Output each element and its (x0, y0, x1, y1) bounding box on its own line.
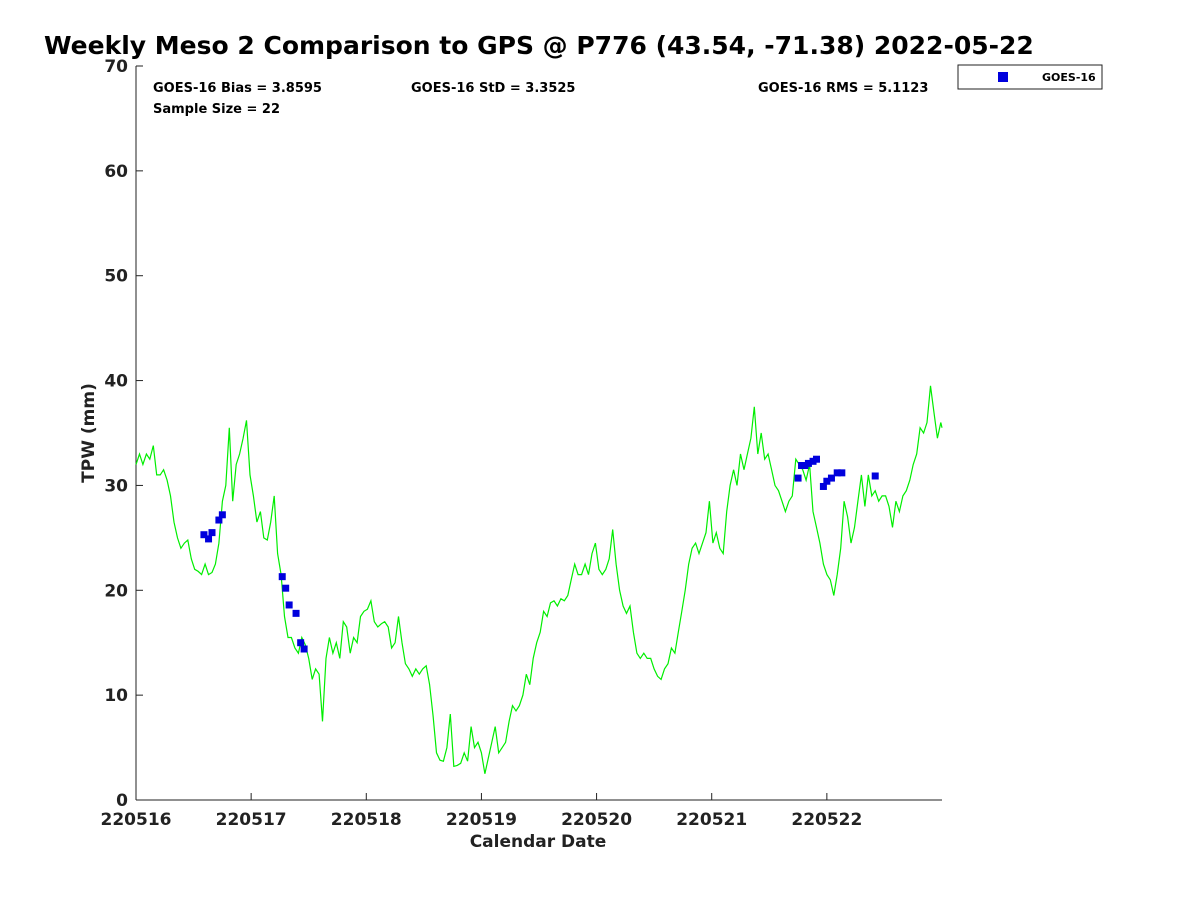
goes-point (819, 482, 827, 490)
rms-stat: GOES-16 RMS = 5.1123 (758, 81, 928, 96)
legend-label: GOES-16 (1042, 71, 1096, 84)
sample-size-stat: Sample Size = 22 (153, 102, 280, 117)
goes-points-layer (200, 455, 879, 653)
goes-point (833, 469, 841, 477)
y-tick-label: 40 (104, 372, 128, 392)
goes-point (205, 535, 213, 543)
goes-point (300, 645, 308, 653)
chart-title: Weekly Meso 2 Comparison to GPS @ P776 (… (44, 31, 1034, 60)
stats-annotations: GOES-16 Bias = 3.8595 GOES-16 StD = 3.35… (153, 81, 928, 117)
goes-point (804, 459, 812, 467)
y-tick-label: 0 (116, 791, 128, 811)
goes-point (285, 601, 293, 609)
plot-area (135, 66, 942, 801)
legend-box (957, 64, 1103, 90)
goes-point (278, 573, 286, 581)
goes-point (215, 516, 223, 524)
x-tick-label: 220517 (216, 810, 287, 830)
goes-point (838, 469, 846, 477)
x-tick-label: 220519 (446, 810, 517, 830)
goes-point (208, 529, 216, 537)
y-tick-label: 10 (104, 686, 128, 706)
x-tick-label: 220516 (101, 810, 172, 830)
bias-stat: GOES-16 Bias = 3.8595 (153, 81, 322, 96)
x-tick-label: 220520 (561, 810, 632, 830)
x-axis-ticks: 220516 220517 220518 220519 220520 220521 2205… (101, 793, 862, 830)
goes-point (823, 477, 831, 485)
x-axis-label: Calendar Date (470, 832, 607, 852)
gps-line-layer (135, 385, 943, 774)
y-tick-label: 50 (104, 267, 128, 287)
goes-point (200, 531, 208, 539)
y-tick-label: 60 (104, 162, 128, 182)
goes-point (827, 474, 835, 482)
legend: GOES-16 (957, 64, 1103, 90)
legend-marker (998, 72, 1008, 82)
goes-point (292, 609, 300, 617)
y-tick-label: 30 (104, 476, 128, 496)
y-tick-label: 70 (104, 57, 128, 77)
y-tick-label: 20 (104, 581, 128, 601)
goes-point (871, 472, 879, 480)
goes-point (282, 584, 290, 592)
std-stat: GOES-16 StD = 3.3525 (411, 81, 575, 96)
goes-point (812, 455, 820, 463)
x-tick-label: 220521 (676, 810, 747, 830)
gps-tpw-line (135, 385, 943, 774)
x-tick-label: 220522 (791, 810, 862, 830)
y-axis-label: TPW (mm) (79, 383, 99, 483)
y-axis-ticks: 0 10 20 30 40 50 60 70 (104, 57, 143, 811)
goes-point (218, 511, 226, 519)
x-tick-label: 220518 (331, 810, 402, 830)
goes-point (794, 474, 802, 482)
goes-point (297, 639, 305, 647)
